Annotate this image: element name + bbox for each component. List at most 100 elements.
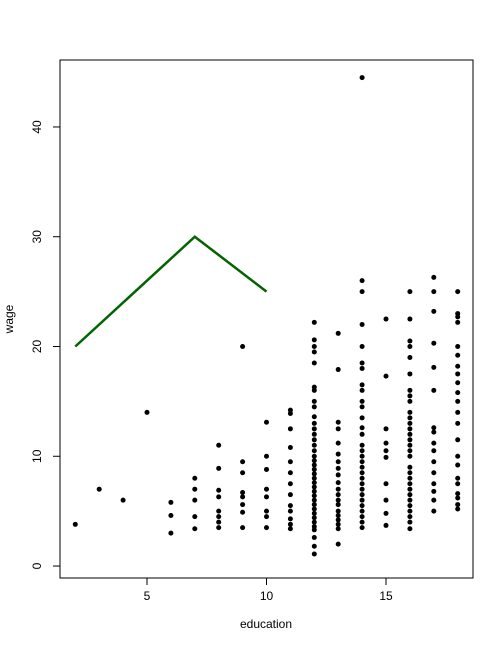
point: [335, 517, 341, 523]
point: [383, 448, 389, 454]
point: [383, 440, 389, 446]
point: [407, 514, 413, 520]
point: [264, 466, 269, 472]
point: [359, 475, 365, 481]
point: [335, 541, 341, 547]
point: [359, 525, 365, 531]
point: [311, 519, 317, 525]
point: [216, 494, 222, 500]
point: [359, 492, 365, 498]
point: [455, 398, 461, 404]
point: [240, 470, 246, 476]
point: [311, 448, 317, 454]
point: [216, 508, 222, 514]
line: [74, 235, 268, 348]
point: [383, 454, 389, 460]
point: [287, 459, 293, 465]
point: [431, 425, 437, 431]
point: [455, 437, 461, 443]
point: [431, 274, 437, 280]
point: [383, 481, 389, 487]
y-tick-label: 40: [30, 120, 44, 134]
point: [383, 426, 389, 432]
point: [120, 497, 126, 503]
point: [335, 508, 341, 514]
point: [311, 337, 317, 343]
point: [287, 426, 293, 432]
point: [311, 515, 317, 521]
point: [335, 486, 341, 492]
point: [311, 431, 317, 437]
point: [359, 431, 365, 437]
point: [407, 426, 413, 432]
point: [335, 330, 341, 336]
point: [359, 387, 365, 393]
point: [359, 470, 365, 476]
point: [359, 514, 365, 520]
point: [311, 420, 317, 426]
point: [311, 488, 317, 494]
x-tick-label: 15: [379, 589, 393, 603]
point: [407, 387, 413, 393]
point: [311, 524, 317, 530]
point: [455, 506, 461, 512]
point: [407, 526, 413, 532]
point: [455, 352, 461, 358]
point: [407, 409, 413, 415]
point: [240, 494, 246, 500]
point: [359, 415, 365, 421]
point: [407, 354, 413, 360]
point: [311, 349, 317, 355]
point: [192, 526, 198, 532]
point: [383, 316, 389, 322]
point: [287, 407, 293, 413]
point: [335, 480, 341, 486]
point: [455, 343, 461, 349]
point: [359, 453, 365, 459]
y-axis-label: wage: [2, 304, 16, 334]
point: [311, 414, 317, 420]
point: [359, 365, 365, 371]
point: [455, 380, 461, 386]
point: [311, 398, 317, 404]
point: [359, 442, 365, 448]
point: [431, 440, 437, 446]
point: [311, 543, 317, 549]
point: [264, 494, 269, 500]
point: [287, 521, 293, 527]
point: [455, 481, 461, 487]
point: [431, 364, 437, 370]
point: [431, 459, 437, 465]
point: [335, 497, 341, 503]
point: [431, 470, 437, 476]
point: [240, 459, 246, 465]
point: [383, 510, 389, 516]
point: [216, 487, 222, 493]
point: [240, 502, 246, 508]
point: [431, 308, 437, 314]
point: [144, 409, 150, 415]
point: [431, 289, 437, 295]
point: [311, 343, 317, 349]
point: [240, 509, 246, 515]
point: [407, 448, 413, 454]
point: [407, 437, 413, 443]
point: [359, 75, 365, 81]
point: [216, 525, 222, 531]
point: [335, 465, 341, 471]
point: [407, 486, 413, 492]
point: [407, 503, 413, 509]
point: [192, 486, 198, 492]
point: [407, 371, 413, 377]
point: [455, 491, 461, 497]
point: [431, 488, 437, 494]
point: [359, 343, 365, 349]
point: [431, 387, 437, 393]
point: [335, 521, 341, 527]
point: [407, 453, 413, 459]
point: [311, 453, 317, 459]
point: [383, 497, 389, 503]
point: [407, 415, 413, 421]
point: [311, 426, 317, 432]
